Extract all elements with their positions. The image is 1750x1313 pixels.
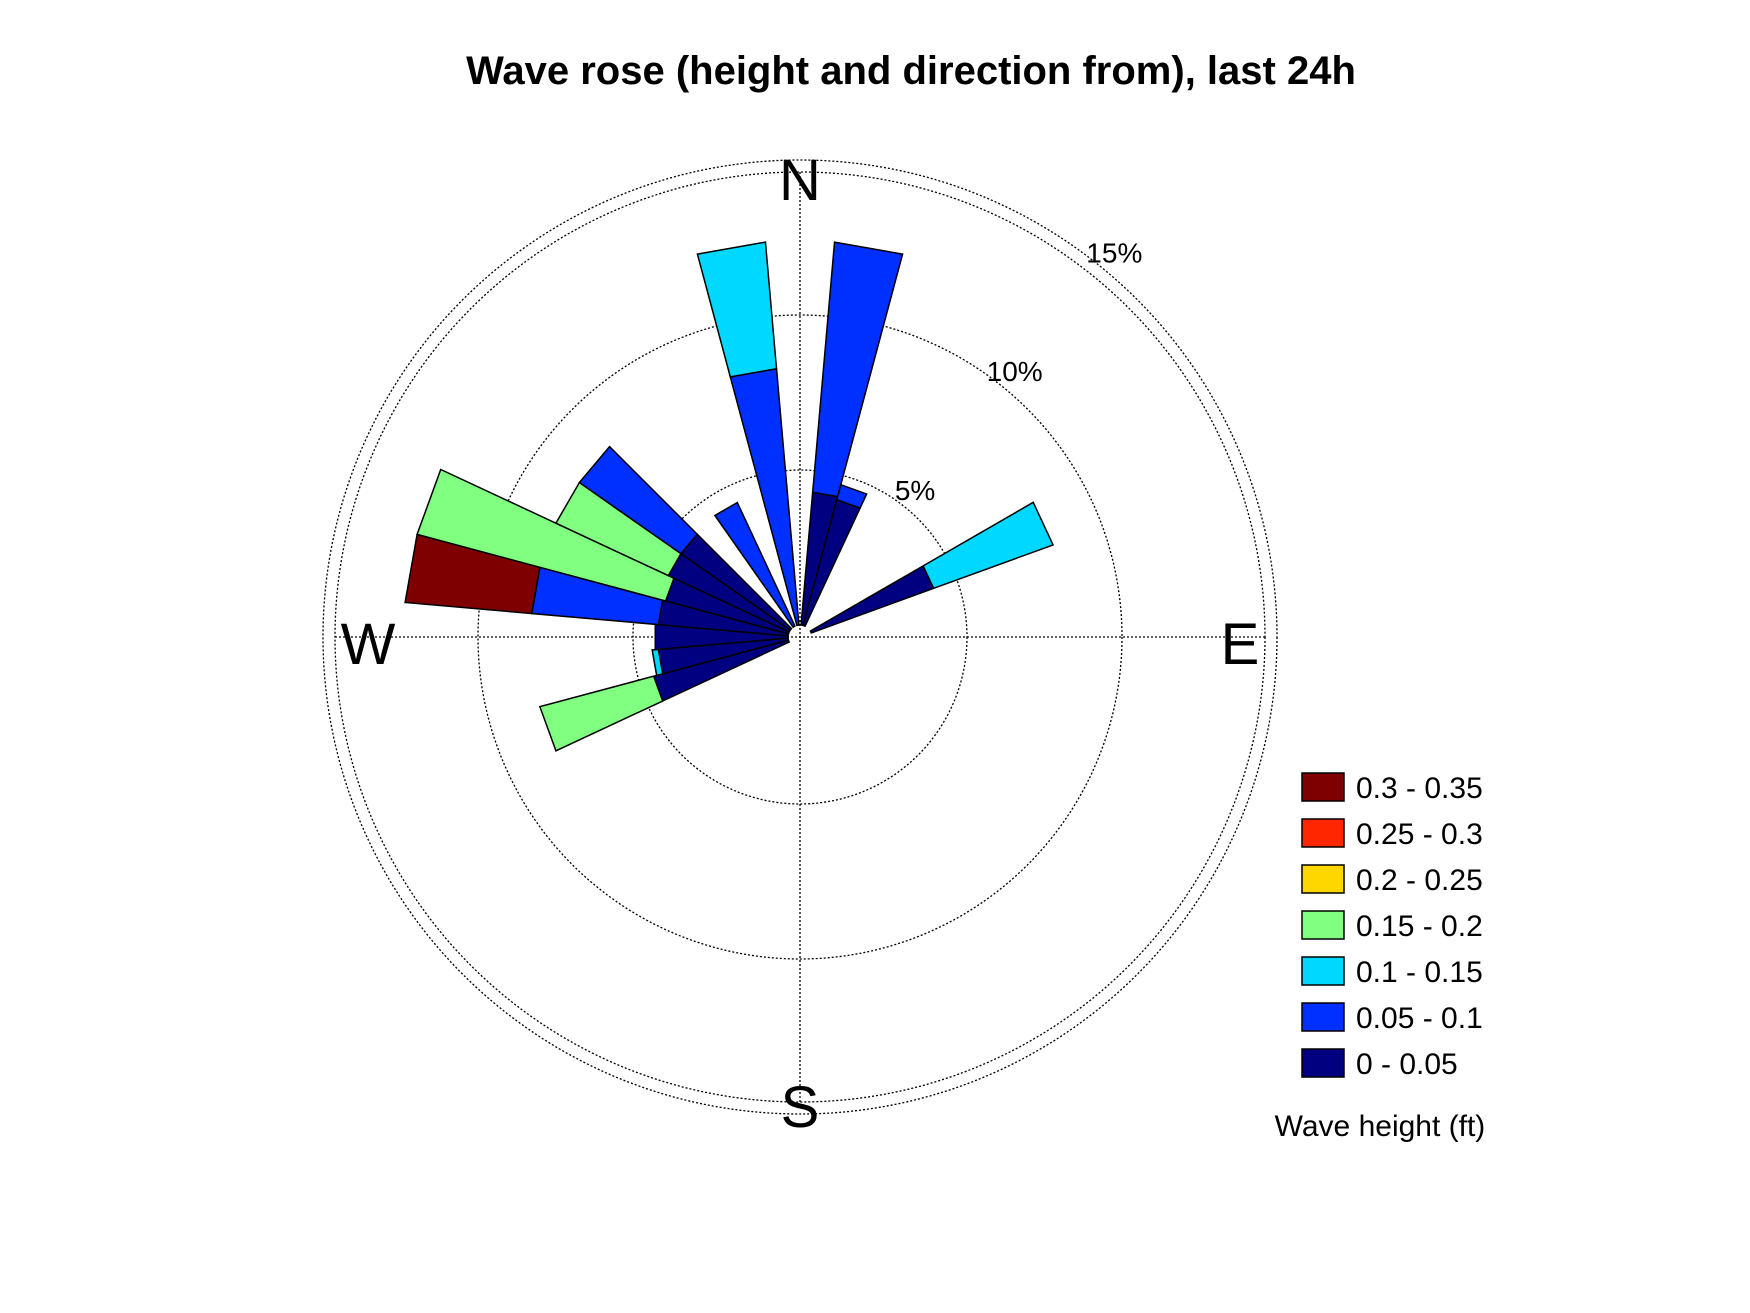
polar-grid xyxy=(322,159,1278,1115)
legend-label-6: 0.05 - 0.1 xyxy=(1356,1002,1483,1035)
sector-20-segment-2 xyxy=(835,483,868,510)
sector-330-segment-1 xyxy=(713,501,796,629)
grid-ring-3 xyxy=(322,159,1278,1115)
legend-label-2: 0.25 - 0.3 xyxy=(1356,818,1483,851)
sector-250-segment-2 xyxy=(538,675,664,752)
legend-swatch-1 xyxy=(1301,772,1345,802)
ring-labels: 5% 10% 15% xyxy=(895,237,1143,505)
chart-title: Wave rose (height and direction from), l… xyxy=(466,49,1356,93)
direction-label-east: E xyxy=(1221,612,1260,677)
legend-label-1: 0.3 - 0.35 xyxy=(1356,772,1483,805)
legend-swatch-6 xyxy=(1301,1002,1345,1032)
direction-label-north: N xyxy=(779,148,821,213)
sector-310-segment-2 xyxy=(578,445,699,555)
legend-title: Wave height (ft) xyxy=(1275,1110,1486,1143)
direction-label-south: S xyxy=(781,1075,820,1140)
direction-label-west: W xyxy=(341,612,396,677)
legend: 0.3 - 0.35 0.25 - 0.3 0.2 - 0.25 0.15 - 0.2… xyxy=(1301,772,1483,1081)
sector-10-segment-2 xyxy=(811,241,904,498)
legend-label-5: 0.1 - 0.15 xyxy=(1356,956,1483,989)
legend-swatch-5 xyxy=(1301,956,1345,986)
legend-swatch-3 xyxy=(1301,864,1345,894)
grid-ring-2 xyxy=(477,314,1123,960)
legend-swatch-4 xyxy=(1301,910,1345,940)
sector-65-segment-2 xyxy=(922,501,1055,590)
legend-label-7: 0 - 0.05 xyxy=(1356,1048,1458,1081)
ring-label-3: 15% xyxy=(1086,237,1142,268)
legend-swatch-2 xyxy=(1301,818,1345,848)
sector-290-segment-2 xyxy=(416,468,675,602)
legend-label-3: 0.2 - 0.25 xyxy=(1356,864,1483,897)
ring-label-1: 5% xyxy=(895,475,935,506)
legend-label-4: 0.15 - 0.2 xyxy=(1356,910,1483,943)
rose-sectors xyxy=(404,241,1055,752)
sector-260-segment-2 xyxy=(651,648,664,677)
ring-label-2: 10% xyxy=(987,356,1043,387)
sector-350-segment-2 xyxy=(696,241,778,378)
legend-swatch-7 xyxy=(1301,1048,1345,1078)
